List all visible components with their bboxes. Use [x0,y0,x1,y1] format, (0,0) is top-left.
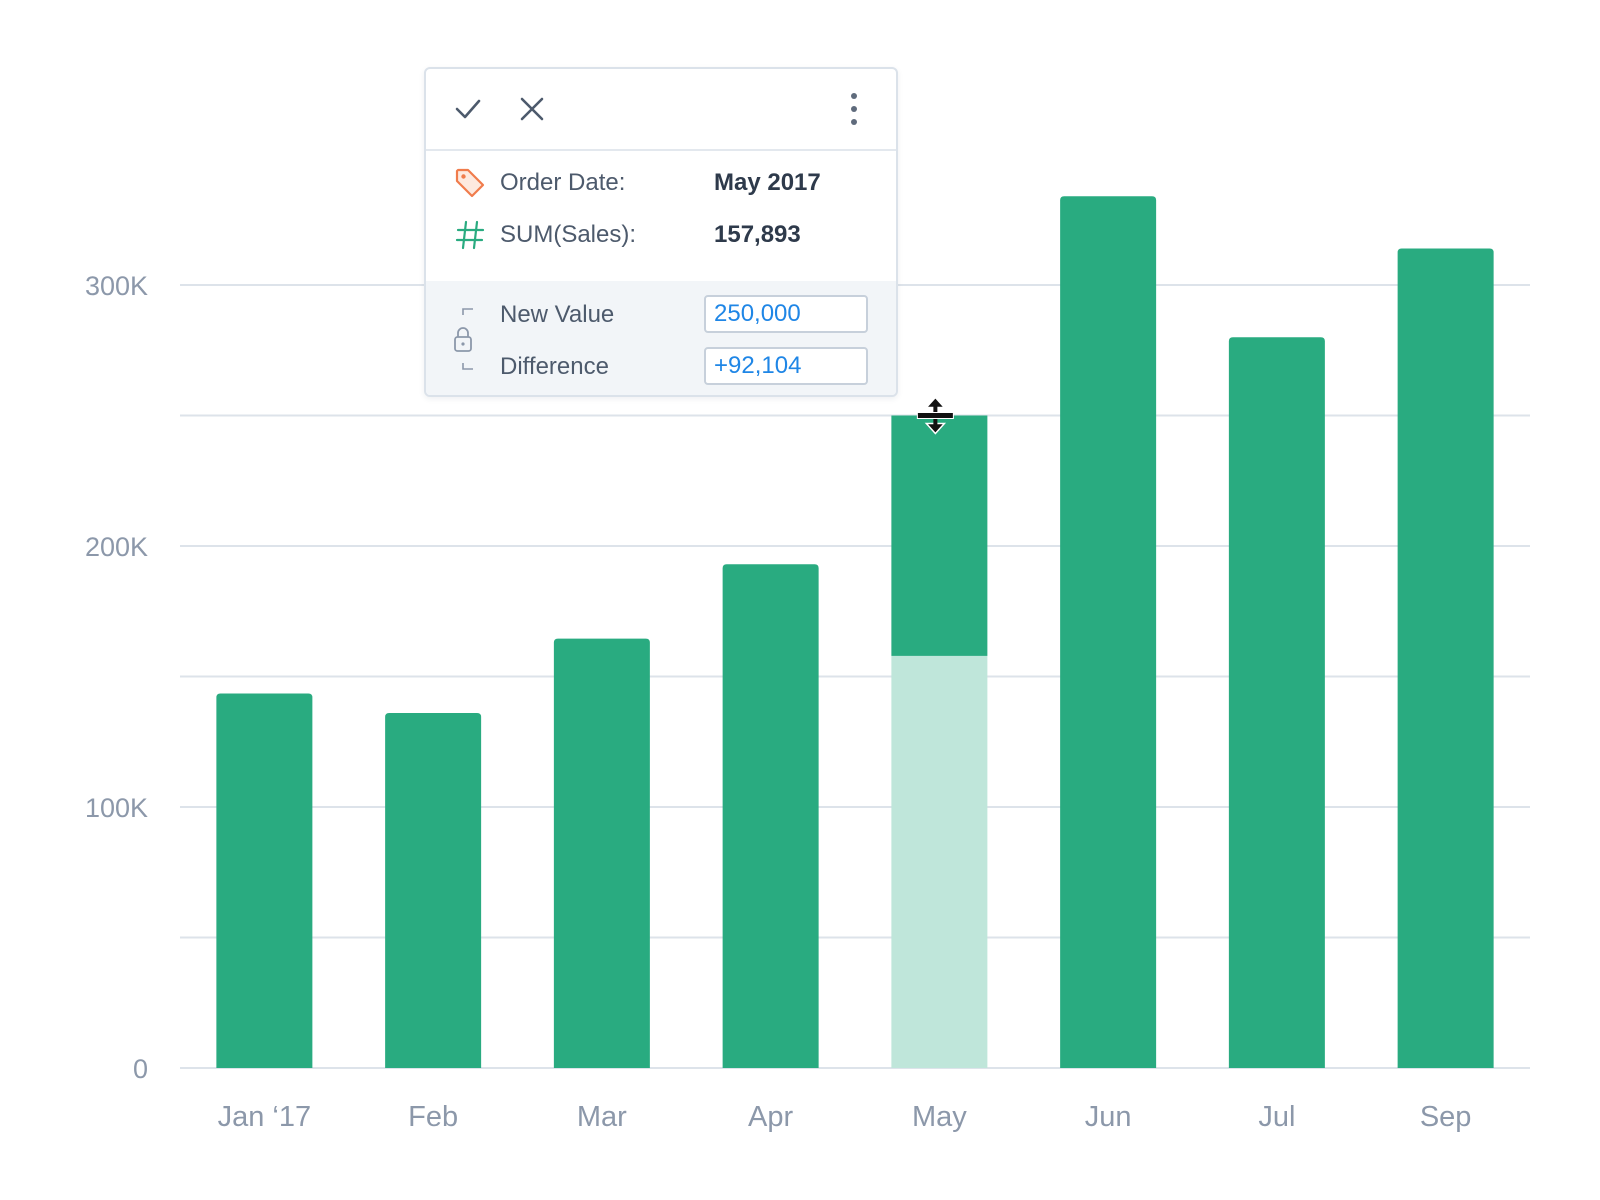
difference-label: Difference [500,353,609,380]
bar[interactable] [385,713,482,1068]
new-value-label: New Value [500,301,615,328]
field-value: 157,893 [714,221,801,248]
new-value-input[interactable] [704,295,868,333]
gridlines [180,284,1530,1069]
more-options-button[interactable] [832,87,876,131]
edit-section: New Value Difference [426,281,896,395]
tooltip-fields: Order Date: May 2017 SUM(Sales): 157,893 [426,151,896,287]
edit-value-tooltip: Order Date: May 2017 SUM(Sales): 157,893… [424,67,898,397]
bar-new-value[interactable] [891,415,988,656]
drag-cursor [916,396,954,435]
tag-icon [455,168,485,198]
y-axis-ticks: 0 100K 200K 300K [85,271,148,1084]
field-label: SUM(Sales): [500,221,637,248]
x-tick-label: Sep [1420,1101,1472,1133]
x-tick-label: Feb [408,1101,458,1133]
lock-icon[interactable] [452,299,478,379]
close-icon [520,97,544,121]
bar[interactable] [722,564,819,1068]
y-tick-label: 300K [85,271,148,301]
hash-icon [455,220,485,250]
tooltip-toolbar [426,69,896,151]
bar[interactable] [1397,248,1494,1068]
x-tick-label: May [912,1101,967,1133]
field-order-date: Order Date: May 2017 [426,157,896,209]
check-icon [455,99,481,119]
bar[interactable] [216,693,313,1068]
x-tick-label: Mar [577,1101,627,1133]
difference-input[interactable] [704,347,868,385]
cancel-button[interactable] [510,87,554,131]
bar[interactable] [553,638,650,1068]
bar-original-value [891,655,988,1068]
field-value: May 2017 [714,169,821,196]
y-tick-label: 200K [85,532,148,562]
y-tick-label: 100K [85,793,148,823]
more-vertical-icon [851,93,857,125]
resize-vertical-cursor-icon [916,396,954,435]
field-sum-sales: SUM(Sales): 157,893 [426,209,896,261]
bar[interactable] [1060,196,1157,1068]
confirm-button[interactable] [446,87,490,131]
x-axis-labels: Jan ‘17 Feb Mar Apr May Jun Jul Sep [218,1101,1472,1133]
y-tick-label: 0 [133,1054,148,1084]
bar[interactable] [1228,337,1325,1068]
bars [216,196,1494,1068]
x-tick-label: Apr [748,1101,793,1133]
x-tick-label: Jun [1085,1101,1132,1133]
x-tick-label: Jul [1258,1101,1295,1133]
field-label: Order Date: [500,169,626,196]
x-tick-label: Jan ‘17 [218,1101,312,1133]
